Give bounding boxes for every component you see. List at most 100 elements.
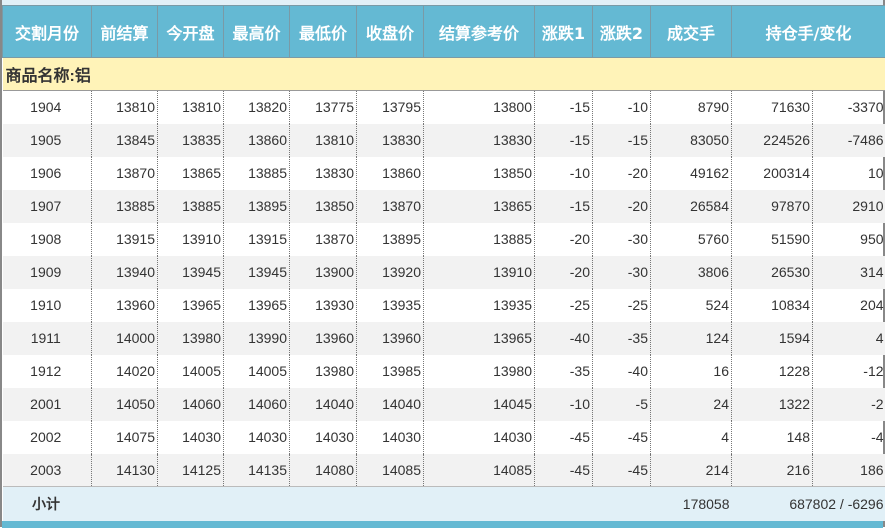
table-cell: 1907 — [3, 190, 92, 223]
table-cell: 214 — [651, 454, 732, 487]
table-cell: 2910 — [813, 190, 885, 223]
commodity-row: 商品名称:铝 — [3, 58, 885, 91]
column-header: 最低价 — [290, 6, 357, 58]
table-cell: 8790 — [651, 91, 732, 124]
table-cell: 13920 — [357, 256, 424, 289]
table-cell: 13830 — [424, 124, 535, 157]
table-cell: 13870 — [92, 157, 158, 190]
table-cell: 186 — [813, 454, 885, 487]
table-cell: 14030 — [224, 421, 290, 454]
table-cell: 13965 — [158, 289, 224, 322]
table-cell: 26584 — [651, 190, 732, 223]
table-cell: 2003 — [3, 454, 92, 487]
table-cell: 13990 — [224, 322, 290, 355]
table-cell: -20 — [593, 157, 651, 190]
table-cell: 14125 — [158, 454, 224, 487]
table-cell: 200314 — [732, 157, 813, 190]
table-cell: 13795 — [357, 91, 424, 124]
table-cell: 13810 — [290, 124, 357, 157]
table-cell: 13965 — [224, 289, 290, 322]
column-header: 涨跌2 — [593, 6, 651, 58]
table-cell: 1904 — [3, 91, 92, 124]
table-cell: 14030 — [424, 421, 535, 454]
table-cell: 1905 — [3, 124, 92, 157]
column-header: 最高价 — [224, 6, 290, 58]
table-cell: 14075 — [92, 421, 158, 454]
column-header: 收盘价 — [357, 6, 424, 58]
table-cell: 2001 — [3, 388, 92, 421]
table-cell: 13960 — [357, 322, 424, 355]
table-cell: 14030 — [290, 421, 357, 454]
table-cell: -5 — [593, 388, 651, 421]
table-cell: -40 — [593, 355, 651, 388]
table-cell: 14000 — [92, 322, 158, 355]
column-header: 持仓手/变化 — [732, 6, 885, 58]
table-cell: -4 — [813, 421, 885, 454]
table-cell: -3370 — [813, 91, 885, 124]
table-cell: -45 — [535, 421, 593, 454]
table-cell: 14020 — [92, 355, 158, 388]
table-cell: 1911 — [3, 322, 92, 355]
table-cell: 13830 — [357, 124, 424, 157]
table-cell: 14085 — [424, 454, 535, 487]
table-cell: 524 — [651, 289, 732, 322]
table-cell: 14005 — [158, 355, 224, 388]
table-cell: 14080 — [290, 454, 357, 487]
table-cell: 14060 — [224, 388, 290, 421]
table-cell: 14060 — [158, 388, 224, 421]
table-cell: 13910 — [158, 223, 224, 256]
column-header: 交割月份 — [3, 6, 92, 58]
table-cell: 314 — [813, 256, 885, 289]
table-cell: 13960 — [290, 322, 357, 355]
table-cell: 13860 — [357, 157, 424, 190]
table-cell: -12 — [813, 355, 885, 388]
table-cell: 10834 — [732, 289, 813, 322]
table-cell: 1910 — [3, 289, 92, 322]
table-cell: 13885 — [424, 223, 535, 256]
table-cell: -25 — [593, 289, 651, 322]
table-cell: 14050 — [92, 388, 158, 421]
table-cell: 13850 — [290, 190, 357, 223]
table-cell: 13775 — [290, 91, 357, 124]
table-cell: 13885 — [224, 157, 290, 190]
table-cell: 1594 — [732, 322, 813, 355]
subtotal-holding: 687802 / -6296 — [732, 487, 885, 521]
table-cell: 13865 — [424, 190, 535, 223]
table-cell: -7486 — [813, 124, 885, 157]
table-cell: 14040 — [290, 388, 357, 421]
subtotal-volume: 178058 — [651, 487, 732, 521]
table-cell: 13910 — [424, 256, 535, 289]
table-cell: 71630 — [732, 91, 813, 124]
table-cell: -20 — [535, 223, 593, 256]
table-cell: 13980 — [290, 355, 357, 388]
table-cell: 13945 — [224, 256, 290, 289]
table-cell: 13930 — [290, 289, 357, 322]
table-cell: 14005 — [224, 355, 290, 388]
table-cell: 13965 — [424, 322, 535, 355]
table-cell: 24 — [651, 388, 732, 421]
table-cell: 13845 — [92, 124, 158, 157]
table-cell: 13860 — [224, 124, 290, 157]
table-cell: -25 — [535, 289, 593, 322]
table-cell: 14045 — [424, 388, 535, 421]
subtotal-empty — [92, 487, 651, 521]
table-cell: -10 — [535, 157, 593, 190]
table-cell: 14135 — [224, 454, 290, 487]
table-cell: -10 — [535, 388, 593, 421]
table-cell: -45 — [535, 454, 593, 487]
table-cell: 204 — [813, 289, 885, 322]
table-cell: -35 — [535, 355, 593, 388]
table-cell: 13885 — [92, 190, 158, 223]
table-cell: 13980 — [158, 322, 224, 355]
table-cell: 950 — [813, 223, 885, 256]
subtotal-label: 小计 — [3, 487, 92, 521]
table-cell: -45 — [593, 454, 651, 487]
table-cell: -15 — [535, 91, 593, 124]
